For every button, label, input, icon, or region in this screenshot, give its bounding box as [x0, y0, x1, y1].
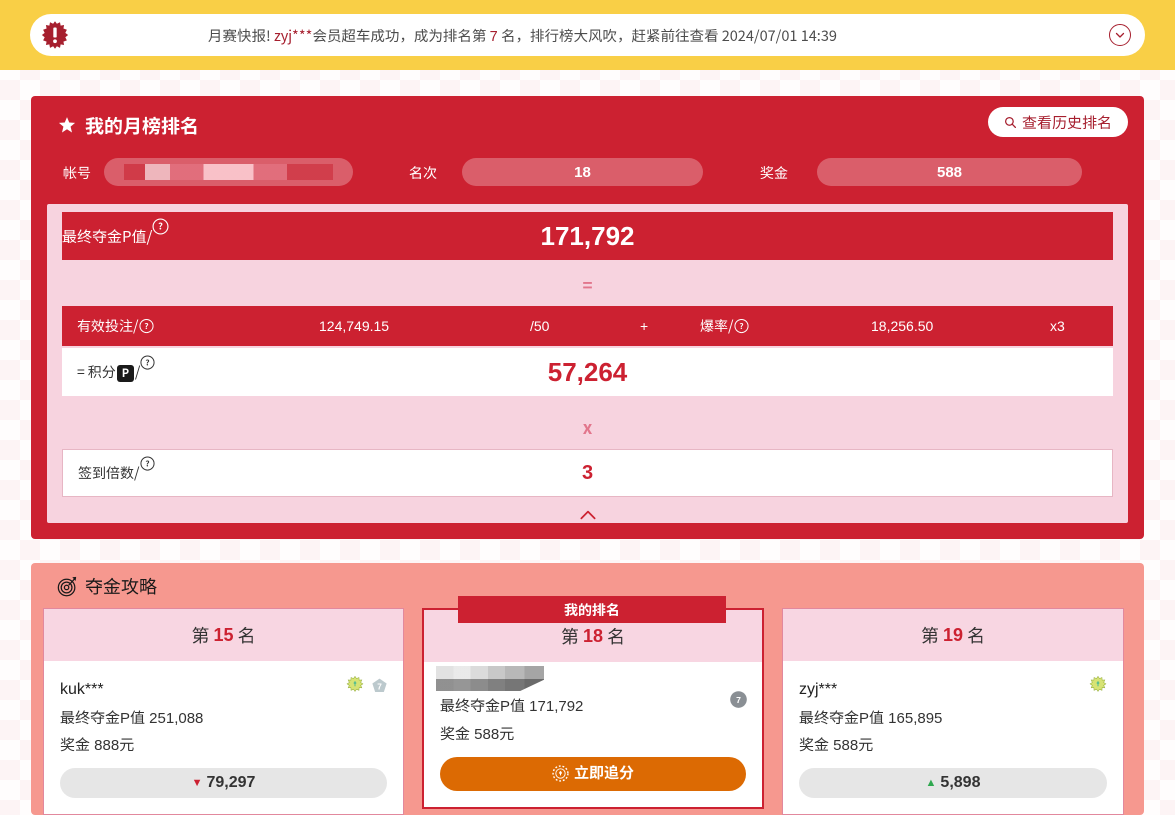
- svg-text:?: ?: [739, 321, 743, 332]
- svg-text:7: 7: [736, 695, 741, 705]
- svg-text:?: ?: [144, 321, 148, 332]
- svg-text:7: 7: [377, 681, 382, 691]
